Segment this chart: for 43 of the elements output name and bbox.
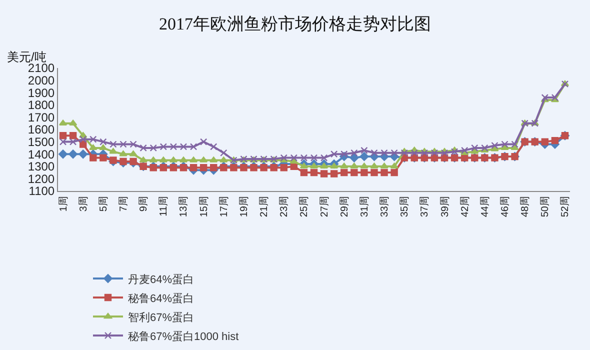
chart-title: 2017年欧洲鱼粉市场价格走势对比图 [159,14,431,34]
x-tick-label: 23周 [279,196,290,218]
x-tick-label: 33周 [380,196,391,218]
x-tick-label: 27周 [319,196,330,218]
x-tick-label: 1周 [58,196,70,212]
y-tick-label: 1900 [28,86,55,100]
x-tick-label: 44周 [480,196,491,218]
y-tick-label: 1700 [28,110,55,124]
x-tick-label: 15周 [198,196,210,218]
x-tick-label: 5周 [98,196,110,212]
legend-label: 秘鲁67%蛋白1000 hist [128,330,239,343]
y-tick-label: 2100 [28,61,55,76]
y-tick-label: 1800 [28,98,55,112]
x-tick-label: 19周 [238,196,250,218]
x-tick-label: 21周 [259,196,270,218]
x-tick-label: 37周 [420,196,431,218]
y-tick-label: 2000 [28,74,55,88]
legend-label: 秘鲁64%蛋白 [128,292,194,305]
y-tick-label: 1500 [28,135,55,149]
y-tick-label: 1200 [28,172,55,186]
x-tick-label: 42周 [460,196,471,218]
x-tick-label: 39周 [440,196,451,218]
x-tick-label: 52周 [560,196,572,218]
x-tick-label: 31周 [359,196,370,218]
x-tick-label: 35周 [400,196,411,218]
legend-label: 智利67%蛋白 [128,310,194,324]
x-tick-label: 29周 [339,196,350,218]
y-tick-label: 1100 [28,184,55,198]
y-tick-label: 1300 [28,160,55,174]
y-tick-label: 1400 [28,147,55,162]
x-tick-label: 46周 [500,196,511,218]
legend-label: 丹麦64%蛋白 [128,272,194,286]
x-tick-label: 13周 [178,196,190,218]
x-tick-label: 50周 [540,196,552,218]
x-tick-label: 11周 [158,196,170,216]
y-axis-title: 美元/吨 [7,50,46,64]
x-tick-label: 7周 [118,196,130,212]
y-tick-label: 1600 [28,122,55,137]
x-tick-label: 48周 [520,196,532,218]
x-tick-label: 25周 [299,196,310,218]
x-tick-label: 3周 [78,196,90,212]
x-tick-label: 17周 [218,196,230,218]
x-tick-label: 9周 [138,196,150,212]
